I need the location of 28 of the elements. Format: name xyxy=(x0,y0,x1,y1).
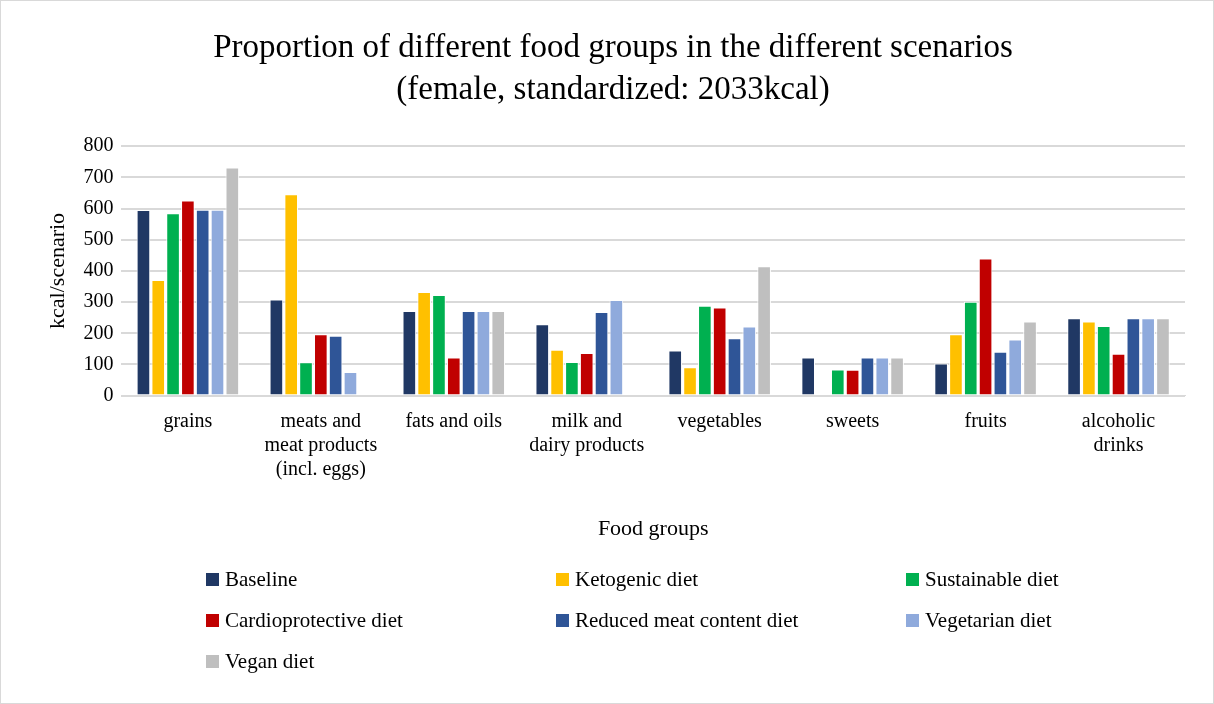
legend-label: Cardioprotective diet xyxy=(225,608,403,633)
x-axis-title: Food groups xyxy=(597,514,709,540)
y-tick-label: 300 xyxy=(83,289,114,312)
x-tick-label: meats and meat products (incl. eggs) xyxy=(264,408,378,480)
legend-label: Vegan diet xyxy=(225,649,315,674)
legend-label: Baseline xyxy=(225,567,298,592)
legend-label: Vegetarian diet xyxy=(925,608,1052,633)
legend-label: Reduced meat content diet xyxy=(575,608,799,633)
legend-label: Sustainable diet xyxy=(925,567,1059,592)
x-tick-label: alcoholic drinks xyxy=(1081,408,1156,455)
chart-subtitle: (female, standardized: 2033kcal) xyxy=(396,70,830,108)
legend-label: Ketogenic diet xyxy=(575,567,699,592)
y-tick-label: 800 xyxy=(83,133,114,156)
y-tick-label: 0 xyxy=(103,382,114,405)
x-tick-label: sweets xyxy=(825,408,880,431)
x-tick-label: fats and oils xyxy=(405,408,503,431)
x-tick-label: vegetables xyxy=(677,408,763,432)
y-axis-title: kcal/scenario xyxy=(43,212,69,329)
y-tick-label: 200 xyxy=(83,320,114,343)
y-tick-label: 500 xyxy=(83,226,114,249)
y-tick-label: 400 xyxy=(83,258,114,281)
chart-title: Proportion of different food groups in the different scenarios xyxy=(213,28,1013,65)
y-tick-label: 700 xyxy=(83,164,114,187)
x-tick-label: fruits xyxy=(964,408,1007,431)
x-tick-label: milk and dairy products xyxy=(529,408,645,456)
x-tick-label: grains xyxy=(163,408,213,432)
y-tick-label: 600 xyxy=(83,195,114,218)
y-tick-label: 100 xyxy=(83,351,114,374)
